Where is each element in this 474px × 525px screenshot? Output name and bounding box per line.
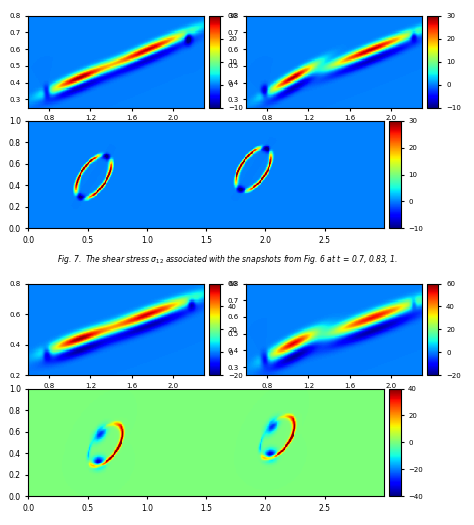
Text: Fig. 7.  The shear stress $\sigma_{12}$ associated with the snapshots from Fig. : Fig. 7. The shear stress $\sigma_{12}$ a… — [57, 254, 398, 266]
